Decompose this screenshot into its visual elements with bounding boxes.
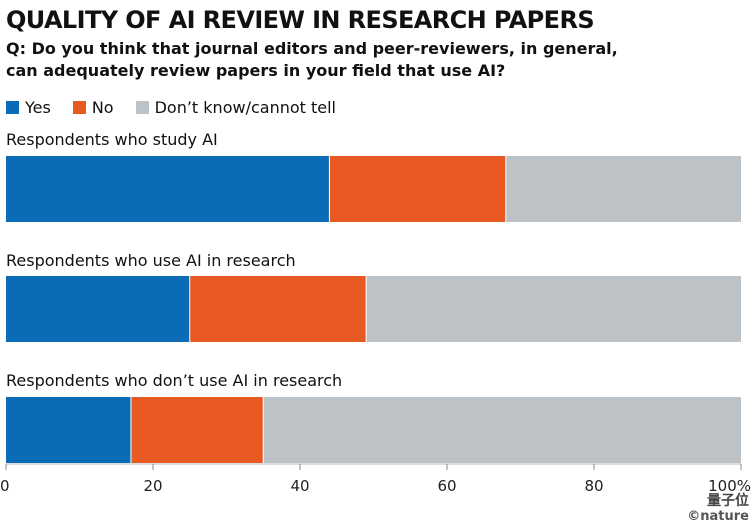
bar-segment-no-1 [329, 156, 506, 222]
legend: Yes No Don’t know/cannot tell [6, 96, 358, 118]
question-line-2: can adequately review papers in your fie… [6, 61, 506, 80]
bar-segment-yes-1 [6, 156, 330, 222]
bar-segment-no-2 [189, 276, 367, 342]
group-label-dont-use-ai: Respondents who don’t use AI in research [6, 371, 343, 390]
legend-label-yes: Yes [25, 97, 51, 117]
question-line-1: Q: Do you think that journal editors and… [6, 39, 618, 58]
watermark-logo: 量子位 [707, 493, 749, 509]
x-tick-label-80: 80 [584, 477, 603, 495]
group-label-study-ai: Respondents who study AI [6, 130, 218, 149]
x-tick-label-40: 40 [290, 477, 309, 495]
survey-question: Q: Do you think that journal editors and… [6, 38, 618, 82]
legend-swatch-no [72, 100, 86, 114]
legend-label-no: No [91, 97, 114, 117]
x-tick-label-20: 20 [143, 477, 162, 495]
x-tick-label-60: 60 [437, 477, 456, 495]
bar-segment-no-3 [130, 397, 264, 463]
watermark: 量子位 ©nature [687, 493, 749, 525]
legend-swatch-yes [6, 100, 19, 114]
legend-item-yes: Yes [6, 98, 51, 117]
x-tick-label-100: 100% [708, 477, 751, 495]
legend-item-no: No [72, 97, 114, 117]
bar-segment-don-t-know-cannot-tell-1 [505, 156, 741, 222]
legend-swatch-dont-know [135, 100, 149, 114]
legend-label-dont-know: Don’t know/cannot tell [154, 97, 336, 117]
bar-segment-yes-2 [6, 276, 190, 342]
bar-segment-yes-3 [6, 397, 131, 463]
bar-segment-don-t-know-cannot-tell-2 [366, 276, 741, 342]
legend-item-dont-know: Don’t know/cannot tell [135, 97, 336, 117]
x-tick-label-0: 0 [0, 477, 10, 495]
nature-credit: ©nature [687, 509, 749, 524]
bar-segment-don-t-know-cannot-tell-3 [263, 397, 741, 463]
chart-title: QUALITY OF AI REVIEW IN RESEARCH PAPERS [6, 6, 595, 34]
group-label-use-ai: Respondents who use AI in research [6, 251, 296, 270]
